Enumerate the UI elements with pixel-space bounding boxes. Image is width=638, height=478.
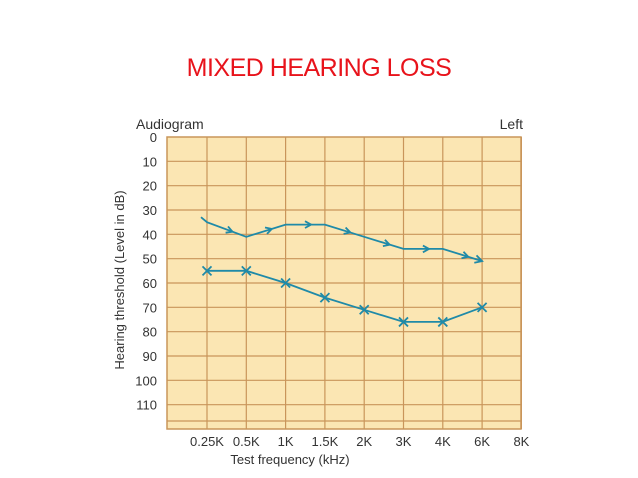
x-marker (359, 304, 370, 315)
slide-title: MIXED HEARING LOSS (186, 54, 452, 82)
x-axis-label: Test frequency (kHz) (230, 452, 349, 467)
x-marker (437, 316, 448, 328)
x-tick-label: 2K (356, 434, 372, 449)
x-axis-ticks: 0.25K 0.5K 1K 1.5K 2K 3K 4K 6K 8K (190, 434, 530, 449)
x-tick-label: 1.5K (312, 434, 339, 449)
y-tick-label: 60 (143, 276, 157, 291)
arrow-marker (382, 239, 392, 247)
x-tick-label: 1K (278, 434, 294, 449)
y-axis-ticks: 0 10 20 30 40 50 60 70 80 90 100 110 (135, 130, 157, 413)
arrow-marker (264, 226, 274, 235)
arrow-marker (304, 220, 313, 229)
y-tick-label: 110 (136, 398, 157, 413)
ear-label: Left (500, 116, 523, 132)
x-tick-label: 3K (396, 434, 412, 449)
x-tick-label: 0.25K (190, 434, 224, 449)
x-marker (280, 277, 291, 289)
arrow-marker (461, 251, 471, 260)
y-tick-label: 30 (143, 203, 157, 218)
x-tick-label: 8K (513, 434, 529, 449)
y-axis-label: Hearing threshold (Level in dB) (112, 190, 127, 369)
y-tick-label: 0 (150, 130, 157, 145)
x-marker (476, 302, 488, 313)
arrow-head (474, 254, 484, 264)
x-marker (201, 265, 213, 276)
y-tick-label: 90 (143, 349, 157, 364)
x-marker (398, 316, 409, 328)
y-tick-label: 70 (143, 300, 157, 315)
y-tick-label: 20 (143, 179, 157, 194)
x-tick-label: 4K (435, 434, 451, 449)
series-layer (200, 216, 488, 328)
y-tick-label: 100 (135, 373, 157, 388)
arrow-marker (343, 226, 353, 235)
x-marker (241, 265, 252, 276)
x-tick-label: 6K (474, 434, 490, 449)
arrow-marker (225, 225, 235, 234)
y-tick-label: 10 (143, 154, 157, 169)
chart-title: Audiogram (136, 116, 204, 132)
series-2-line (207, 269, 483, 323)
x-tick-label: 0.5K (233, 434, 260, 449)
y-tick-label: 50 (143, 252, 157, 267)
y-tick-label: 40 (143, 227, 157, 242)
y-tick-label: 80 (143, 325, 157, 340)
arrow-marker (422, 244, 431, 254)
x-marker (319, 292, 331, 303)
